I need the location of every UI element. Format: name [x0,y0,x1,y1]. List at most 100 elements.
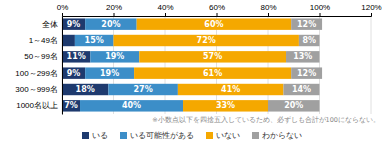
bar [85,67,134,78]
data-label: 18% [76,85,95,94]
legend-item: いる可能性がある [120,131,194,140]
bar [299,35,320,46]
data-labels: 9%11%9%18%7%20%15%19%19%27%40%60%72%57%6… [64,20,316,111]
legend-label: いる可能性がある [130,131,194,140]
x-tick-label: 0% [57,3,69,12]
bar [75,35,114,46]
legend-swatch [206,132,213,139]
grid-line [371,16,372,114]
bar [108,84,178,95]
legend-label: わからない [262,131,302,140]
y-axis-line [62,17,63,115]
bar [139,51,286,62]
grid-line [319,16,320,114]
legend-item: いる [82,131,108,140]
grid-line [216,16,217,114]
grid-line [62,16,63,114]
data-label: 27% [134,85,153,94]
x-tick: 80% [260,3,276,16]
x-axis-line [63,13,372,17]
x-tick-mark [165,13,166,16]
series [75,18,183,111]
data-label: 19% [105,52,124,61]
legend-label: いない [216,131,240,140]
x-tick-mark [217,13,218,16]
data-label: 20% [284,101,303,110]
y-tick-label: 100～299名 [15,69,58,78]
chart: 0%20%40%60%80%100%120%9%11%9%18%7%20%15%… [0,0,384,141]
x-tick: 120% [361,3,381,16]
series [268,18,322,111]
x-tick: 60% [209,3,225,16]
x-tick-mark [114,13,115,16]
bar [80,100,183,111]
data-label: 7% [64,101,78,110]
data-label: 61% [203,69,222,78]
bar [291,18,322,29]
data-label: 12% [297,20,316,29]
x-axis: 0% 20% 40% 60% 80% 100% 120% [57,3,382,17]
data-label: 13% [293,52,312,61]
data-label: 40% [122,101,141,110]
data-label: 8% [302,36,316,45]
data-label: 41% [221,85,240,94]
y-tick-label: 1～49名 [29,36,58,45]
bars [62,18,322,111]
y-tick: 50～99名 [24,52,62,61]
x-tick-mark [371,13,372,16]
data-label: 9% [67,69,81,78]
x-tick: 0% [57,3,69,16]
bar [268,100,320,111]
grid-line [268,16,269,114]
y-tick-label: 50～99名 [24,52,58,61]
data-label: 9% [67,20,81,29]
series [114,18,299,111]
legend-item: わからない [252,131,302,140]
y-tick: 300～999名 [15,85,62,94]
bar [178,84,284,95]
x-tick: 40% [157,3,173,16]
bar [62,67,85,78]
series [62,18,108,111]
data-label: 72% [197,36,216,45]
x-tick-mark [268,13,269,16]
bar [62,51,90,62]
y-tick-label: 全体 [42,20,58,29]
y-tick-label: 1000名以上 [16,101,58,110]
grid-line [165,16,166,114]
annotation: ※小数点以下を四捨五入しているため、必ずしも合計が100にならない。 [152,116,380,124]
x-tick: 100% [310,3,330,16]
x-tick-label: 60% [209,3,225,12]
x-tick-mark [320,13,321,16]
data-label: 15% [85,36,104,45]
y-axis: 全体 1～49名 50～99名 100～299名 300～999名 1000名以上 [15,17,62,115]
bar [62,35,75,46]
y-tick: 100～299名 [15,69,62,78]
y-tick: 1000名以上 [16,101,62,110]
legend-swatch [120,132,127,139]
legend: いる いる可能性がある いない わからない [82,131,302,140]
bar [137,18,291,29]
bar [291,67,322,78]
data-label: 19% [100,69,119,78]
x-tick-mark [62,13,63,16]
bar [183,100,268,111]
x-tick-label: 80% [260,3,276,12]
grid [62,16,371,114]
x-tick-label: 20% [106,3,122,12]
bar [90,51,139,62]
data-label: 57% [203,52,222,61]
data-label: 20% [101,20,120,29]
bar [283,84,319,95]
bar [114,35,299,46]
y-tick: 全体 [42,20,62,29]
grid-line [113,16,114,114]
legend-label: いる [92,131,108,140]
bar [62,100,80,111]
x-tick: 20% [106,3,122,16]
x-tick-label: 100% [310,3,330,12]
bar [62,18,85,29]
bar [85,18,137,29]
data-label: 12% [297,69,316,78]
legend-swatch [82,132,89,139]
